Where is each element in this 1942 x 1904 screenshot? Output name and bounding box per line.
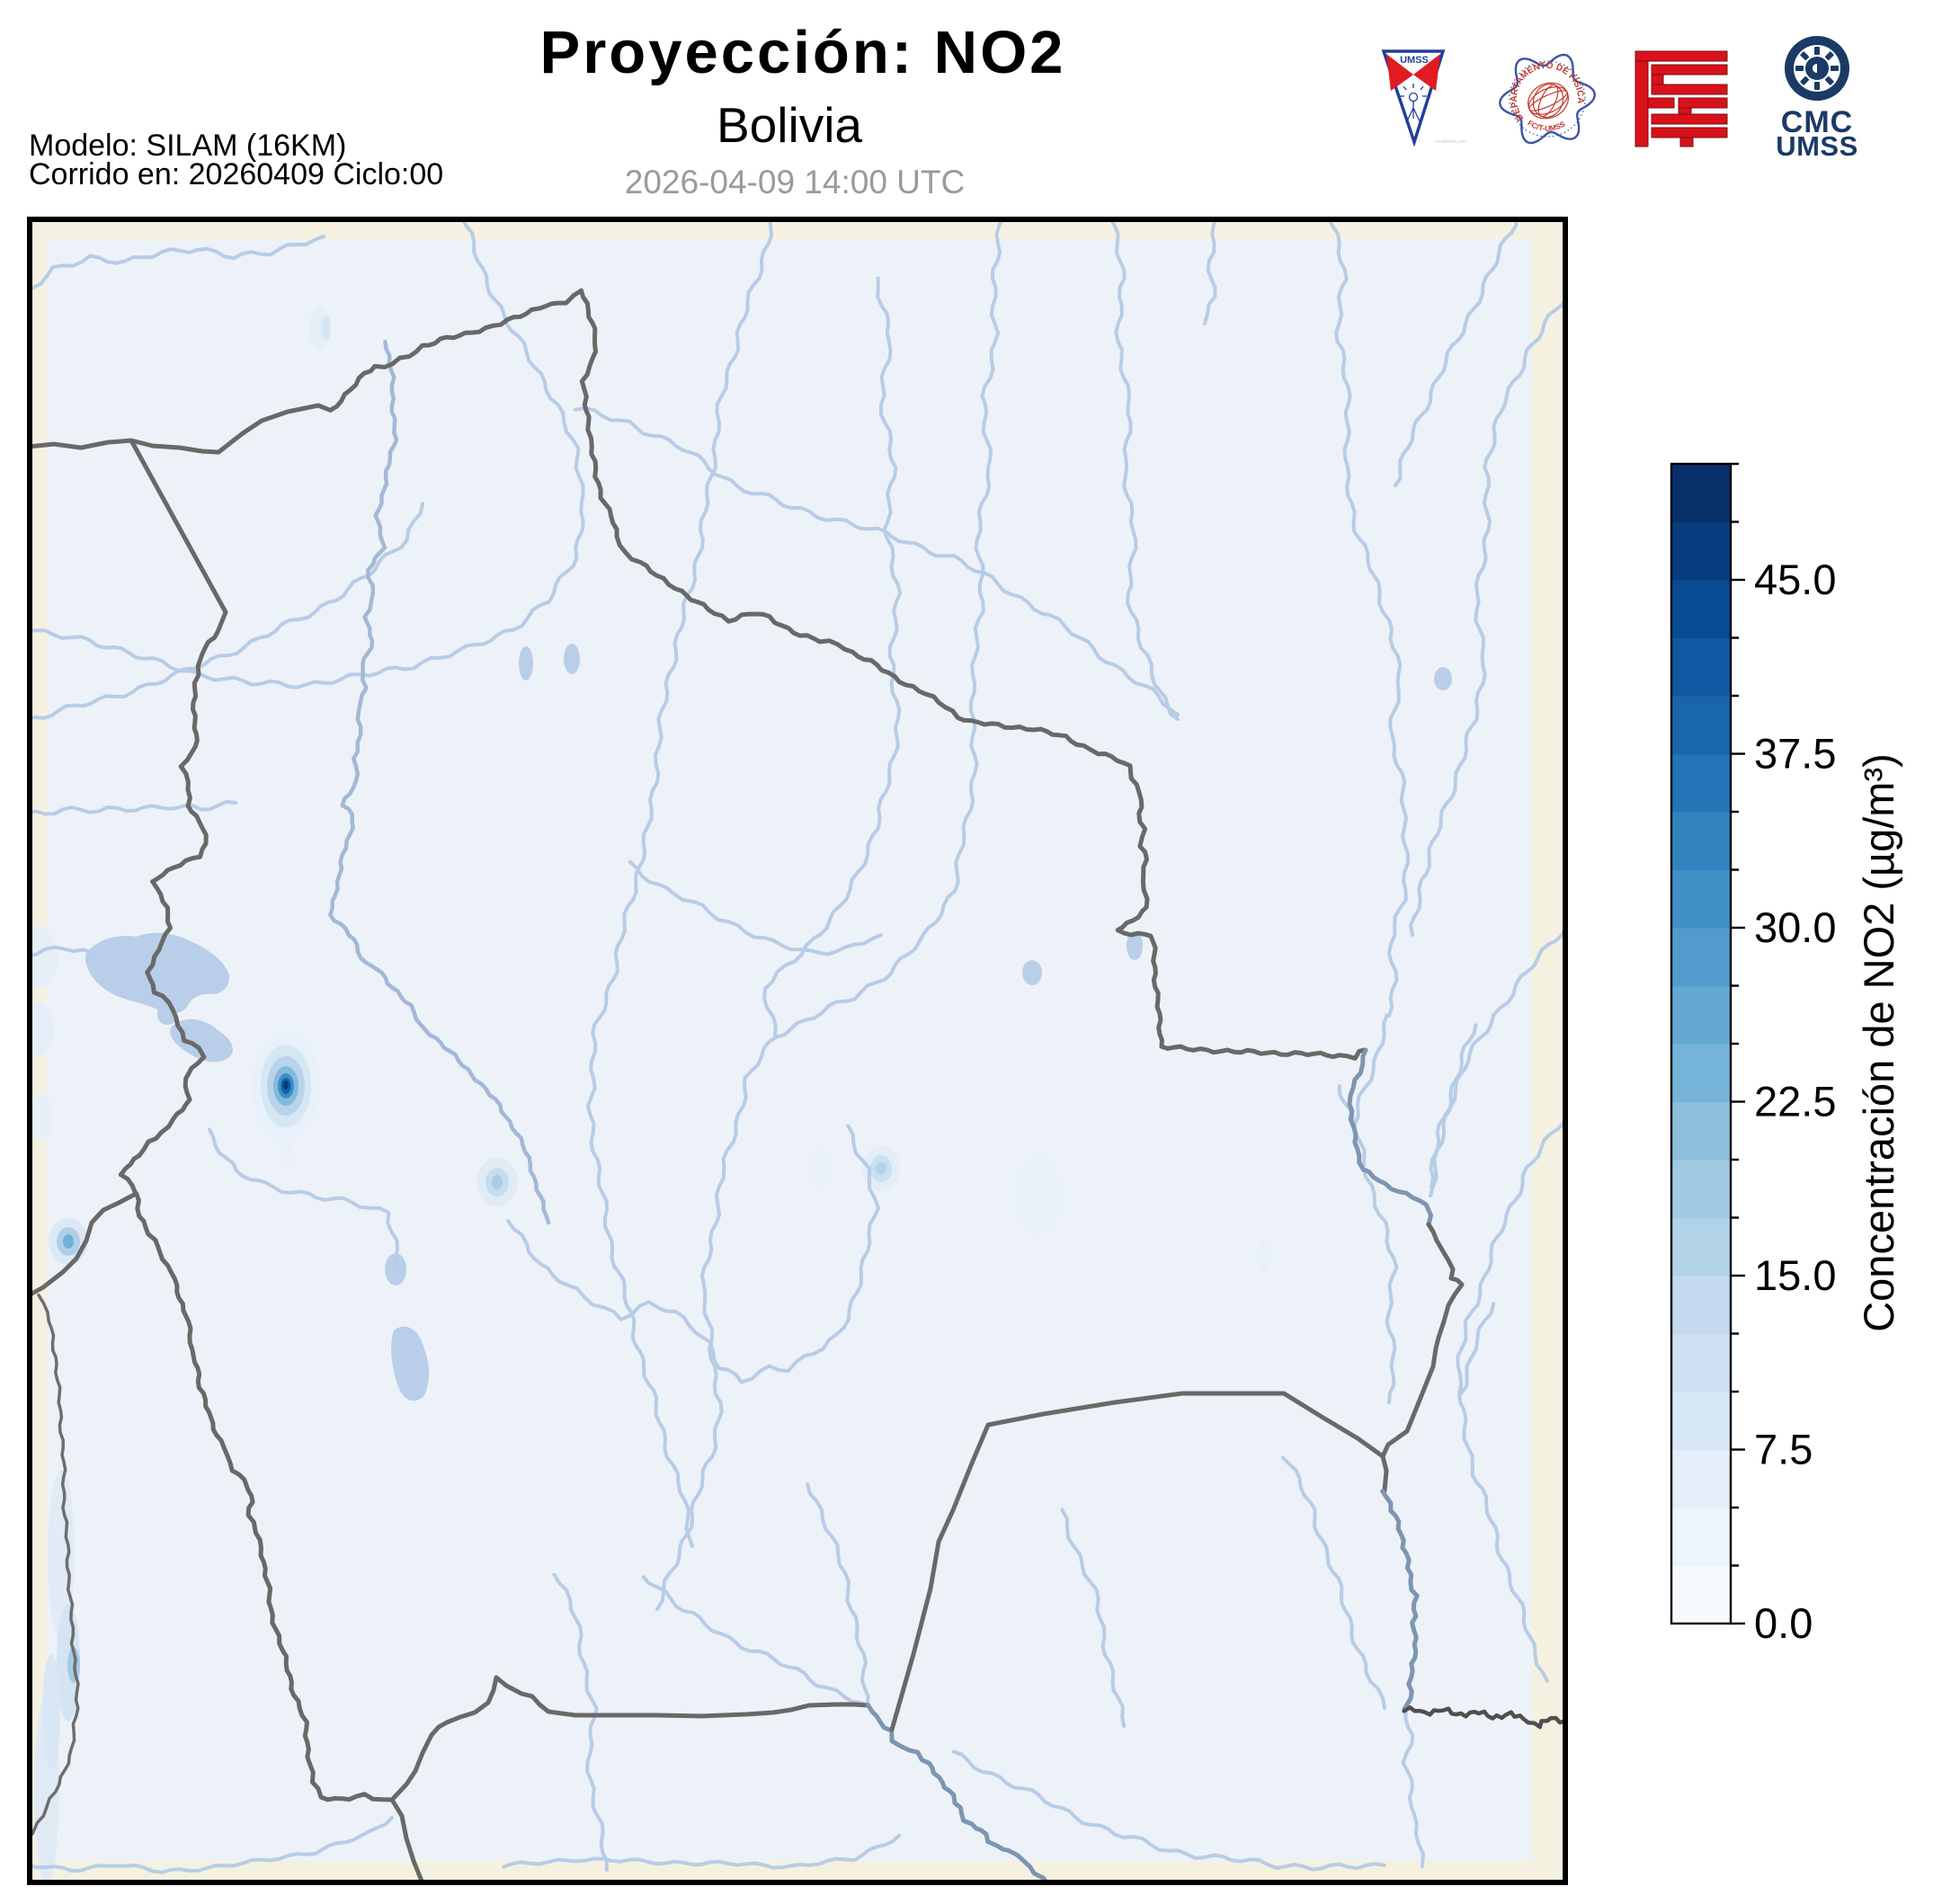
svg-text:Concentración de NO2 (µg/m³): Concentración de NO2 (µg/m³) — [1855, 753, 1902, 1332]
svg-text:Bolivia: Bolivia — [717, 97, 862, 153]
svg-text:Proyección: NO2: Proyección: NO2 — [540, 19, 1066, 86]
svg-text:CMC: CMC — [1781, 105, 1853, 139]
svg-text:creadictivo.com: creadictivo.com — [1435, 139, 1466, 145]
svg-text:7.5: 7.5 — [1754, 1426, 1813, 1473]
svg-text:37.5: 37.5 — [1754, 730, 1836, 778]
svg-text:30.0: 30.0 — [1754, 903, 1836, 951]
svg-text:Corrido en: 20260409 Ciclo:00: Corrido en: 20260409 Ciclo:00 — [29, 157, 443, 191]
svg-text:2026-04-09 14:00 UTC: 2026-04-09 14:00 UTC — [625, 164, 965, 200]
svg-text:UMSS: UMSS — [1400, 55, 1429, 66]
svg-text:Modelo: SILAM (16KM): Modelo: SILAM (16KM) — [29, 129, 346, 163]
svg-text:45.0: 45.0 — [1754, 556, 1836, 603]
svg-text:15.0: 15.0 — [1754, 1251, 1836, 1299]
svg-text:UMSS: UMSS — [1776, 130, 1858, 162]
svg-text:0.0: 0.0 — [1754, 1599, 1813, 1647]
svg-text:22.5: 22.5 — [1754, 1078, 1836, 1125]
